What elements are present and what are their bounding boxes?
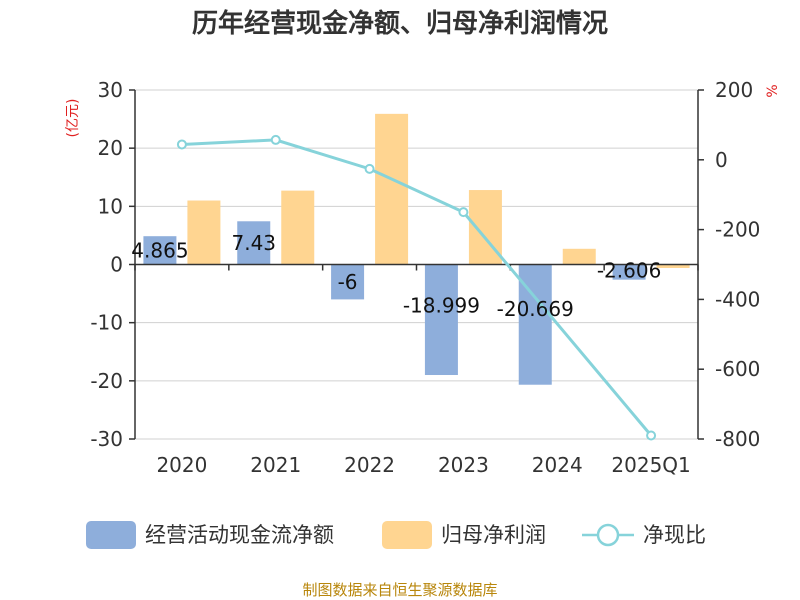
bar-net-profit bbox=[187, 200, 221, 265]
legend[interactable]: 经营活动现金流净额 归母净利润 净现比 bbox=[86, 521, 706, 549]
bar-cashflow bbox=[143, 236, 177, 265]
bar-net-profit bbox=[375, 113, 409, 265]
ratio-line-path bbox=[181, 138, 653, 437]
left-tick-label: -10 bbox=[90, 311, 123, 335]
ratio-line bbox=[176, 134, 657, 441]
data-label-cashflow: -18.999 bbox=[403, 293, 480, 317]
category-label: 2021 bbox=[250, 453, 301, 477]
left-tick-label: 30 bbox=[98, 78, 123, 102]
data-label-cashflow: 4.865 bbox=[131, 238, 188, 262]
chart-title: 历年经营现金净额、归母净利润情况 bbox=[192, 8, 608, 39]
bar-net-profit bbox=[281, 190, 315, 265]
ratio-point bbox=[176, 139, 187, 150]
left-tick-label: -20 bbox=[90, 369, 123, 393]
legend-swatch-cashflow[interactable] bbox=[86, 521, 136, 549]
ratio-point bbox=[458, 207, 469, 218]
left-tick-label: -30 bbox=[90, 427, 123, 451]
data-label-cashflow: 7.43 bbox=[231, 231, 276, 255]
ratio-point bbox=[646, 430, 657, 441]
left-tick-label: 20 bbox=[98, 136, 123, 160]
legend-label-cashflow[interactable]: 经营活动现金流净额 bbox=[145, 523, 334, 547]
category-label: 2020 bbox=[156, 453, 207, 477]
right-tick-label: -400 bbox=[715, 287, 760, 311]
category-label: 2022 bbox=[344, 453, 395, 477]
category-label: 2023 bbox=[438, 453, 489, 477]
category-label: 2024 bbox=[532, 453, 583, 477]
legend-swatch-net-profit[interactable] bbox=[382, 521, 432, 549]
left-tick-label: 0 bbox=[110, 253, 123, 277]
bar-net-profit bbox=[656, 264, 690, 268]
bar-cashflow bbox=[612, 264, 646, 280]
data-label-cashflow: -20.669 bbox=[497, 297, 574, 321]
right-axis-unit: % bbox=[765, 84, 781, 97]
right-tick-label: 0 bbox=[715, 148, 728, 172]
ratio-point bbox=[270, 134, 281, 145]
left-axis-unit: (亿元) bbox=[65, 99, 81, 138]
bar-net-profit bbox=[562, 248, 596, 265]
bar-cashflow bbox=[331, 264, 365, 300]
bar-cashflow bbox=[237, 221, 271, 265]
left-tick-label: 10 bbox=[98, 194, 123, 218]
axes: -30 -20 -10 0 10 20 30 -800 -600 -400 -200 0 200 2020… bbox=[90, 78, 760, 477]
data-label-cashflow: -6 bbox=[338, 270, 358, 294]
right-tick-label: -200 bbox=[715, 218, 760, 242]
right-tick-label: -600 bbox=[715, 357, 760, 381]
source-note: 制图数据来自恒生聚源数据库 bbox=[302, 581, 497, 599]
data-labels: 4.865 7.43 -6 -18.999 -20.669 -2.606 bbox=[131, 231, 661, 321]
ratio-point bbox=[364, 163, 375, 174]
bar-cashflow bbox=[424, 264, 458, 376]
bars bbox=[143, 113, 690, 385]
right-tick-label: 200 bbox=[715, 78, 753, 102]
right-tick-label: -800 bbox=[715, 427, 760, 451]
legend-label-net-profit[interactable]: 归母净利润 bbox=[441, 523, 546, 547]
data-label-cashflow: -2.606 bbox=[597, 259, 661, 283]
legend-marker-ratio[interactable] bbox=[596, 523, 620, 547]
legend-label-ratio[interactable]: 净现比 bbox=[643, 523, 706, 547]
category-label: 2025Q1 bbox=[611, 453, 690, 477]
